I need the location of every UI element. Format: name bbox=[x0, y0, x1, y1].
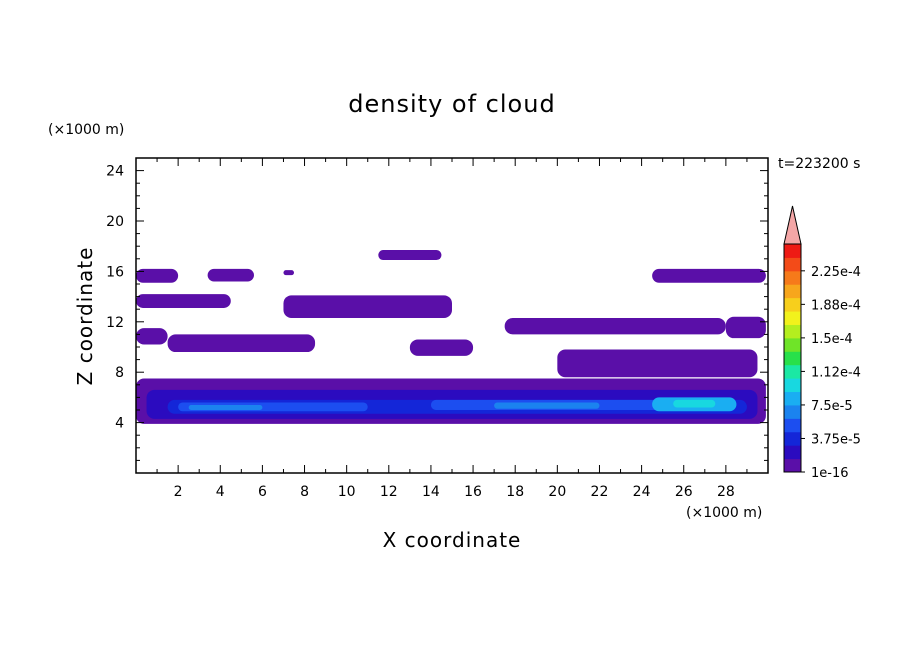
colorbar-swatch bbox=[784, 244, 801, 258]
contour-region-12 bbox=[557, 349, 758, 378]
x-tick-label: 16 bbox=[464, 484, 482, 500]
colorbar-swatch bbox=[784, 324, 801, 339]
colorbar-frame bbox=[783, 243, 802, 473]
contour-region-19 bbox=[494, 402, 600, 409]
colorbar-extend-arrow bbox=[783, 205, 802, 245]
x-tick-label: 24 bbox=[633, 484, 651, 500]
x-tick-label: 6 bbox=[258, 484, 267, 500]
colorbar-swatch bbox=[784, 337, 801, 352]
chart-title: density of cloud bbox=[348, 90, 555, 118]
colorbar-label: 3.75e-5 bbox=[811, 432, 861, 447]
colorbar-swatch bbox=[784, 391, 801, 406]
contour-region-1 bbox=[207, 268, 254, 282]
colorbar-swatch bbox=[784, 257, 801, 272]
contour-region-5 bbox=[283, 295, 452, 319]
colorbar: 1e-16 3.75e-5 7.5e-5 1.12e-4 1.5e-4 1.88e-4 2.… bbox=[783, 205, 861, 481]
colorbar-swatch bbox=[784, 378, 801, 393]
contour-region-2 bbox=[283, 270, 294, 276]
x-tick-label: 20 bbox=[548, 484, 566, 500]
x-unit-label: (×1000 m) bbox=[686, 505, 762, 521]
contour-region-4 bbox=[136, 294, 231, 308]
contour-region-10 bbox=[652, 268, 766, 283]
colorbar-swatch bbox=[784, 431, 801, 446]
y-tick-label: 20 bbox=[106, 214, 124, 230]
contour-fill bbox=[136, 249, 766, 424]
colorbar-label: 1e-16 bbox=[811, 466, 849, 481]
colorbar-swatch bbox=[784, 404, 801, 419]
contour-region-0 bbox=[136, 268, 179, 283]
colorbar-label: 7.5e-5 bbox=[811, 399, 853, 414]
colorbar-swatch bbox=[784, 364, 801, 379]
colorbar-swatch bbox=[784, 445, 801, 460]
x-tick-label: 8 bbox=[300, 484, 309, 500]
colorbar-label: 1.12e-4 bbox=[811, 365, 861, 380]
contour-region-8 bbox=[409, 339, 474, 356]
x-tick-label: 28 bbox=[717, 484, 735, 500]
time-label: t=223200 s bbox=[778, 156, 860, 172]
x-tick-label: 14 bbox=[422, 484, 440, 500]
contour-region-11 bbox=[725, 316, 766, 339]
x-tick-label: 4 bbox=[216, 484, 225, 500]
colorbar-swatch bbox=[784, 297, 801, 312]
y-tick-label: 24 bbox=[106, 164, 124, 180]
x-tick-label: 10 bbox=[338, 484, 356, 500]
y-tick-label: 8 bbox=[115, 365, 124, 381]
colorbar-swatch bbox=[784, 270, 801, 285]
y-axis-label: Z coordinate bbox=[73, 247, 97, 386]
x-tick-label: 18 bbox=[506, 484, 524, 500]
y-tick-label: 12 bbox=[106, 315, 124, 331]
colorbar-label: 1.88e-4 bbox=[811, 298, 861, 313]
colorbar-swatch bbox=[784, 418, 801, 433]
y-unit-label: (×1000 m) bbox=[48, 122, 124, 138]
x-tick-label: 2 bbox=[174, 484, 183, 500]
contour-region-18 bbox=[188, 404, 263, 410]
x-tick-label: 12 bbox=[380, 484, 398, 500]
contour-region-6 bbox=[136, 328, 168, 345]
colorbar-label: 2.25e-4 bbox=[811, 265, 861, 280]
x-axis-label: X coordinate bbox=[383, 528, 522, 552]
contour-region-7 bbox=[167, 334, 316, 353]
y-tick-label: 16 bbox=[106, 264, 124, 280]
contour-region-9 bbox=[504, 318, 726, 335]
colorbar-swatch bbox=[784, 351, 801, 366]
x-tick-label: 22 bbox=[591, 484, 609, 500]
colorbar-swatch bbox=[784, 284, 801, 299]
colorbar-swatch bbox=[784, 311, 801, 325]
contour-region-3 bbox=[378, 249, 442, 261]
y-tick-label: 4 bbox=[115, 416, 124, 432]
colorbar-label: 1.5e-4 bbox=[811, 332, 853, 347]
contour-region-21 bbox=[673, 399, 716, 408]
plot-frame bbox=[135, 157, 769, 474]
x-tick-label: 26 bbox=[675, 484, 693, 500]
colorbar-swatch bbox=[784, 458, 801, 473]
